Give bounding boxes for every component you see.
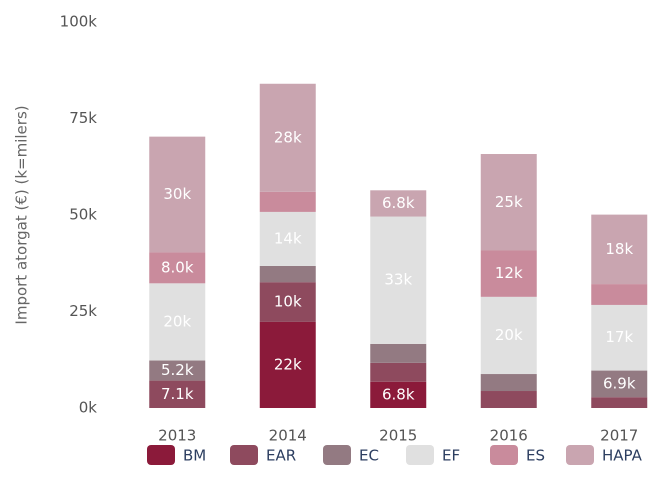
data-label: 5.2k	[161, 361, 194, 379]
legend-label: ES	[526, 447, 545, 465]
bar-segment	[149, 380, 206, 408]
bar-segment	[591, 284, 648, 305]
legend-swatch	[230, 445, 258, 465]
bar-segment	[370, 190, 427, 217]
data-label: 20k	[495, 326, 523, 344]
data-label: 10k	[274, 293, 302, 311]
data-label: 6.9k	[603, 374, 636, 392]
legend-label: EAR	[266, 447, 296, 465]
x-tick-label: 2017	[600, 427, 638, 445]
bar-segment	[591, 370, 648, 398]
y-tick-label: 0k	[79, 399, 98, 417]
data-label: 20k	[163, 312, 191, 330]
data-label: 17k	[605, 328, 633, 346]
bar-segment	[480, 374, 537, 392]
data-label: 33k	[384, 271, 412, 289]
bar-segment	[591, 304, 648, 371]
legend-swatch	[566, 445, 594, 465]
legend-label: HAPA	[602, 447, 643, 465]
data-label: 14k	[274, 229, 302, 247]
data-label: 7.1k	[161, 385, 194, 403]
y-tick-label: 75k	[69, 109, 97, 127]
bar-segment	[591, 397, 648, 408]
y-tick-label: 50k	[69, 206, 97, 224]
bar-segment	[149, 136, 206, 253]
legend-swatch	[490, 445, 518, 465]
bar-segment	[370, 343, 427, 363]
data-label: 12k	[495, 264, 523, 282]
legend-label: EF	[442, 447, 460, 465]
x-tick-label: 2015	[379, 427, 417, 445]
bar-segment	[480, 296, 537, 375]
data-label: 6.8k	[382, 194, 415, 212]
bar-segment	[259, 321, 316, 408]
data-label: 22k	[274, 355, 302, 373]
bar-segment	[149, 360, 206, 381]
bar-segment	[259, 191, 316, 212]
bar-segment	[370, 362, 427, 382]
y-tick-label: 100k	[60, 13, 98, 31]
bar-segment	[591, 214, 648, 285]
legend-label: BM	[183, 447, 206, 465]
bar-segment	[370, 381, 427, 408]
bar-segment	[259, 282, 316, 322]
legend-label: EC	[359, 447, 379, 465]
y-tick-label: 25k	[69, 302, 97, 320]
bar-segment	[259, 211, 316, 266]
bar-segment	[480, 250, 537, 297]
bar-segment	[259, 265, 316, 283]
bar-segment	[480, 154, 537, 251]
y-axis-label: Import atorgat (€) (k=milers)	[13, 105, 31, 324]
x-tick-label: 2014	[269, 427, 307, 445]
data-label: 30k	[163, 185, 191, 203]
bar-segment	[259, 83, 316, 192]
data-label: 25k	[495, 193, 523, 211]
legend-swatch	[147, 445, 175, 465]
bar-segment	[149, 252, 206, 284]
data-label: 18k	[605, 240, 633, 258]
data-label: 8.0k	[161, 258, 194, 276]
legend-swatch	[323, 445, 351, 465]
x-tick-label: 2013	[158, 427, 196, 445]
bar-segment	[370, 216, 427, 344]
x-tick-label: 2016	[490, 427, 528, 445]
data-label: 6.8k	[382, 385, 415, 403]
bar-segment	[480, 391, 537, 408]
data-label: 28k	[274, 128, 302, 146]
legend-swatch	[406, 445, 434, 465]
bar-segment	[149, 283, 206, 361]
